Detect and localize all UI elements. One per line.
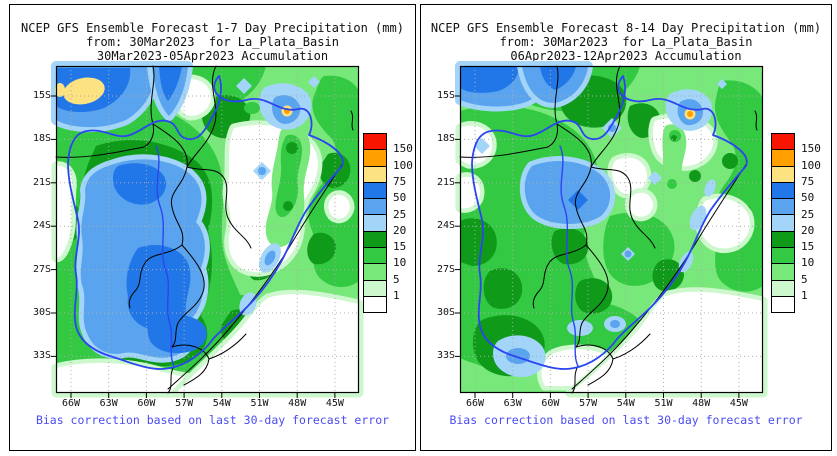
- legend-color-cell: [363, 149, 387, 167]
- panel-init-line: from: 30Mar2023 for La_Plata_Basin: [499, 35, 753, 49]
- legend-value-label: 1: [393, 289, 400, 302]
- legend-value-label: 150: [393, 142, 413, 156]
- legend-value-label: 15: [393, 240, 407, 254]
- lat-tick-label: 21S: [32, 176, 51, 188]
- lon-tick-label: 57W: [579, 398, 598, 409]
- lon-tick-label: 45W: [325, 398, 344, 409]
- legend-value-label: 1: [801, 289, 808, 302]
- precip-fill-layer: [51, 61, 364, 398]
- precipitation-map-week2: [454, 61, 768, 399]
- map-week1: 15S 18S 21S 24S 27S 30S 33S 66W 63W 60W 57W 54W 51W 4…: [33, 61, 364, 409]
- legend-value-label: 75: [801, 174, 815, 188]
- panel-title: NCEP GFS Ensemble Forecast 8-14 Day Prec…: [430, 21, 822, 35]
- legend-value-label: 75: [393, 174, 407, 188]
- legend-value-label: 20: [801, 223, 815, 237]
- legend-color-cell: [771, 247, 795, 265]
- legend-color-cell: [771, 279, 795, 297]
- legend-colorbar: 150 100 75 50 25 20 15 10 5 1: [363, 133, 419, 314]
- title-block: NCEP GFS Ensemble Forecast 1-7 Day Preci…: [10, 21, 415, 63]
- legend-color-cell: [363, 279, 387, 297]
- legend-color-cell: [363, 198, 387, 216]
- legend-color-cell: [771, 230, 795, 249]
- lon-tick-label: 63W: [503, 398, 522, 409]
- lat-tick-label: 30S: [32, 307, 51, 318]
- lon-tick-label: 48W: [692, 398, 711, 409]
- legend-color-cell: [771, 165, 795, 183]
- lat-tick-label: 27S: [32, 263, 51, 275]
- map-week2: 15S 18S 21S 24S 27S 30S 33S 66W 63W 60W 57W 54W 51W 4…: [437, 61, 768, 409]
- legend-color-cell: [363, 165, 387, 183]
- lon-tick-label: 48W: [288, 398, 307, 409]
- legend-color-cell: [771, 133, 795, 151]
- lat-tick-label: 33S: [32, 350, 51, 362]
- lat-tick-label: 33S: [436, 350, 455, 362]
- panel-init-line: from: 30Mar2023 for La_Plata_Basin: [86, 35, 339, 49]
- bias-caption: Bias correction based on last 30-day for…: [449, 413, 803, 427]
- title-block: NCEP GFS Ensemble Forecast 8-14 Day Prec…: [421, 21, 831, 63]
- lat-tick-label: 27S: [436, 263, 455, 275]
- lat-tick-label: 18S: [436, 133, 455, 145]
- legend-value-label: 25: [393, 207, 407, 221]
- precipitation-map-week1: [50, 61, 364, 399]
- legend-color-cell: [363, 263, 387, 281]
- precip-fill-layer: [455, 61, 768, 398]
- lat-tick-label: 24S: [436, 220, 455, 232]
- lon-tick-label: 54W: [212, 398, 231, 409]
- lon-tick-label: 66W: [465, 398, 485, 409]
- lon-tick-label: 60W: [137, 398, 156, 409]
- legend-color-cell: [771, 198, 795, 216]
- lon-tick-label: 54W: [616, 398, 635, 409]
- legend-value-label: 10: [801, 256, 815, 270]
- legend-color-cell: [771, 263, 795, 281]
- panel-accum-line: 06Apr2023-12Apr2023 Accumulation: [510, 49, 742, 63]
- panel-week2: NCEP GFS Ensemble Forecast 8-14 Day Prec…: [420, 4, 832, 451]
- lon-tick-label: 57W: [175, 398, 194, 409]
- legend-color-cell: [771, 214, 795, 232]
- legend-colorbar: 150 100 75 50 25 20 15 10 5 1: [771, 133, 827, 314]
- lat-tick-label: 30S: [436, 307, 455, 318]
- lat-tick-label: 21S: [436, 176, 455, 188]
- legend-value-label: 100: [393, 158, 413, 172]
- legend-value-label: 20: [393, 223, 407, 237]
- legend-value-label: 5: [393, 272, 400, 286]
- bias-caption: Bias correction based on last 30-day for…: [35, 413, 390, 427]
- legend-value-label: 5: [801, 272, 808, 286]
- legend-value-label: 25: [801, 207, 815, 221]
- lat-tick-label: 15S: [436, 90, 455, 101]
- lon-tick-label: 51W: [654, 398, 673, 409]
- panel-accum-line: 30Mar2023-05Apr2023 Accumulation: [96, 49, 329, 63]
- legend-color-cell: [363, 214, 387, 232]
- panel-week1: NCEP GFS Ensemble Forecast 1-7 Day Preci…: [9, 4, 416, 451]
- panel-title: NCEP GFS Ensemble Forecast 1-7 Day Preci…: [21, 21, 404, 35]
- legend-color-cell: [363, 295, 387, 314]
- lat-tick-label: 18S: [32, 133, 51, 145]
- legend-color-cell: [771, 181, 795, 200]
- legend-color-cell: [363, 133, 387, 151]
- legend-value-label: 15: [801, 240, 815, 254]
- legend-color-cell: [771, 149, 795, 167]
- legend-value-label: 150: [801, 142, 821, 156]
- lat-tick-label: 15S: [32, 90, 51, 101]
- legend-value-label: 10: [393, 256, 407, 270]
- legend-value-label: 100: [801, 158, 821, 172]
- legend-color-cell: [363, 247, 387, 265]
- lon-tick-label: 63W: [99, 398, 118, 409]
- lon-tick-label: 66W: [61, 398, 81, 409]
- legend-value-label: 50: [393, 191, 407, 205]
- legend-value-label: 50: [801, 191, 815, 205]
- lat-tick-label: 24S: [32, 220, 51, 232]
- legend-color-cell: [363, 230, 387, 249]
- legend-color-cell: [363, 181, 387, 200]
- lon-tick-label: 60W: [541, 398, 560, 409]
- lon-tick-label: 51W: [250, 398, 269, 409]
- lon-tick-label: 45W: [729, 398, 748, 409]
- legend-color-cell: [771, 295, 795, 314]
